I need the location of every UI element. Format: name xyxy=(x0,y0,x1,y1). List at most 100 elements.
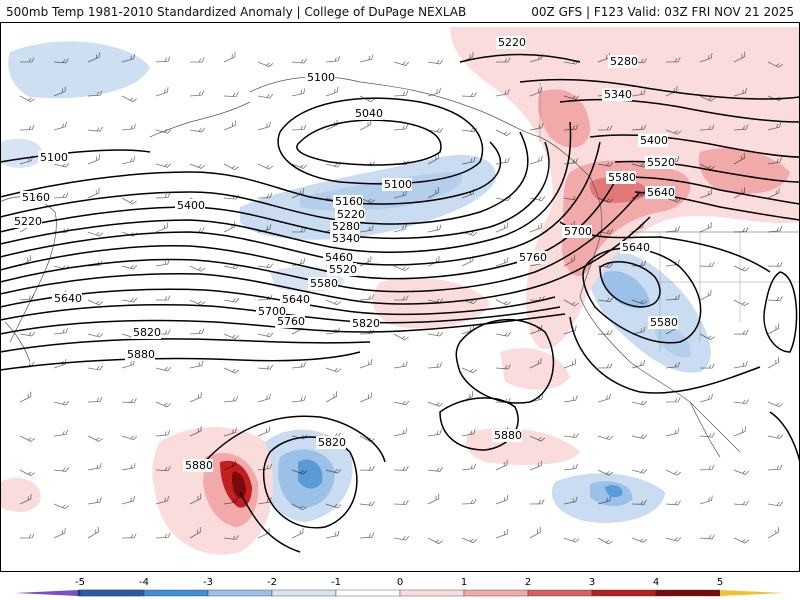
wind-barb xyxy=(121,95,137,102)
wind-barb xyxy=(699,432,715,438)
map-label: 5160 xyxy=(22,191,50,204)
wind-barb xyxy=(53,527,66,539)
wind-barb xyxy=(359,119,372,131)
legend-color-bin xyxy=(591,589,657,597)
contour-5280-ne xyxy=(519,78,800,100)
wind-barb xyxy=(155,430,171,437)
wind-barb xyxy=(121,495,135,505)
wind-barb xyxy=(155,163,172,168)
wind-barb xyxy=(427,128,444,133)
wind-barb xyxy=(597,495,611,505)
wind-barb xyxy=(87,526,99,539)
wind-barb xyxy=(631,400,648,406)
wind-barb xyxy=(189,360,204,369)
wind-barb xyxy=(359,501,376,506)
legend-color-bin xyxy=(655,589,721,597)
wind-barb xyxy=(19,124,35,131)
wind-barb xyxy=(325,469,342,474)
wind-barb xyxy=(461,188,475,199)
wind-barb xyxy=(767,527,779,539)
wind-barb xyxy=(393,535,410,541)
wind-barb xyxy=(427,466,444,472)
wind-barb xyxy=(257,163,274,170)
map-label: 5220 xyxy=(498,36,526,49)
wind-barb xyxy=(359,294,375,301)
wind-barb xyxy=(529,460,542,471)
legend-color-bin xyxy=(335,589,401,597)
wind-barb xyxy=(495,257,509,267)
legend-tick-labels: -5 -4 -3 -2 -1 0 1 2 3 4 5 xyxy=(75,577,723,588)
wind-barb xyxy=(427,537,443,545)
wind-barb xyxy=(87,260,103,267)
wind-barb xyxy=(631,359,645,369)
map-label: 5640 xyxy=(54,292,82,305)
wind-barb xyxy=(393,61,410,66)
anomaly-shading xyxy=(0,27,800,555)
wind-barb xyxy=(733,87,747,97)
wind-barb xyxy=(53,227,69,233)
wind-barb xyxy=(155,259,170,267)
wind-barb xyxy=(631,537,648,543)
wind-barb xyxy=(733,187,745,199)
wind-barb xyxy=(121,398,137,404)
wind-barb xyxy=(631,124,647,131)
map-label: 5100 xyxy=(384,178,412,191)
wind-barb xyxy=(597,125,613,131)
wind-barb xyxy=(733,153,745,165)
wind-barb xyxy=(529,196,546,201)
legend-tick-label: -3 xyxy=(203,577,213,588)
contour-5580-ne xyxy=(624,176,800,205)
wind-barb xyxy=(665,259,680,267)
wind-barb xyxy=(495,397,511,403)
wind-barb xyxy=(665,428,680,437)
wind-barb xyxy=(359,328,375,335)
contour-5880-s xyxy=(199,415,386,468)
wind-barb xyxy=(223,92,239,98)
wind-barb xyxy=(189,57,205,63)
wind-barb xyxy=(257,224,272,233)
wind-barb xyxy=(631,499,647,505)
map-label: 5100 xyxy=(40,151,68,164)
wind-barb xyxy=(19,57,35,63)
wind-barb xyxy=(257,426,270,437)
wind-barb xyxy=(733,265,750,272)
wind-barb xyxy=(495,331,512,337)
wind-barb xyxy=(325,503,342,509)
wind-barb xyxy=(87,90,103,97)
wind-barb xyxy=(19,294,35,301)
map-label: 5760 xyxy=(519,251,547,264)
legend-low-extension xyxy=(15,590,78,596)
wind-barb xyxy=(359,54,374,63)
wind-barb xyxy=(495,196,512,202)
wind-barb xyxy=(393,160,409,166)
wind-barb xyxy=(393,428,408,437)
contour-5880-s2 xyxy=(239,491,301,553)
wind-barb xyxy=(257,497,272,505)
contour-5820 xyxy=(0,338,371,353)
wind-barb xyxy=(699,95,716,102)
wind-barb xyxy=(563,195,580,201)
contour-east xyxy=(763,271,798,353)
wind-barb xyxy=(359,197,376,204)
wind-barb xyxy=(257,263,274,269)
wind-barb xyxy=(495,88,510,97)
wind-barb xyxy=(121,359,135,369)
wind-barb xyxy=(257,121,271,131)
wind-barb xyxy=(223,51,236,63)
wind-barb xyxy=(155,56,171,63)
contour-5820-central xyxy=(455,319,555,404)
wind-barb xyxy=(359,392,372,403)
wind-barb xyxy=(155,466,171,472)
wind-barb xyxy=(665,294,681,301)
contour-5520 xyxy=(0,191,641,293)
wind-barb xyxy=(291,361,307,369)
wind-barb xyxy=(495,528,509,539)
wind-barb xyxy=(461,391,474,403)
map-label: 5520 xyxy=(329,263,357,276)
wind-barb xyxy=(393,500,409,505)
wind-barb xyxy=(597,297,614,303)
wind-barb xyxy=(257,393,271,403)
wind-barb xyxy=(767,401,784,408)
coastline-baja xyxy=(689,401,721,458)
